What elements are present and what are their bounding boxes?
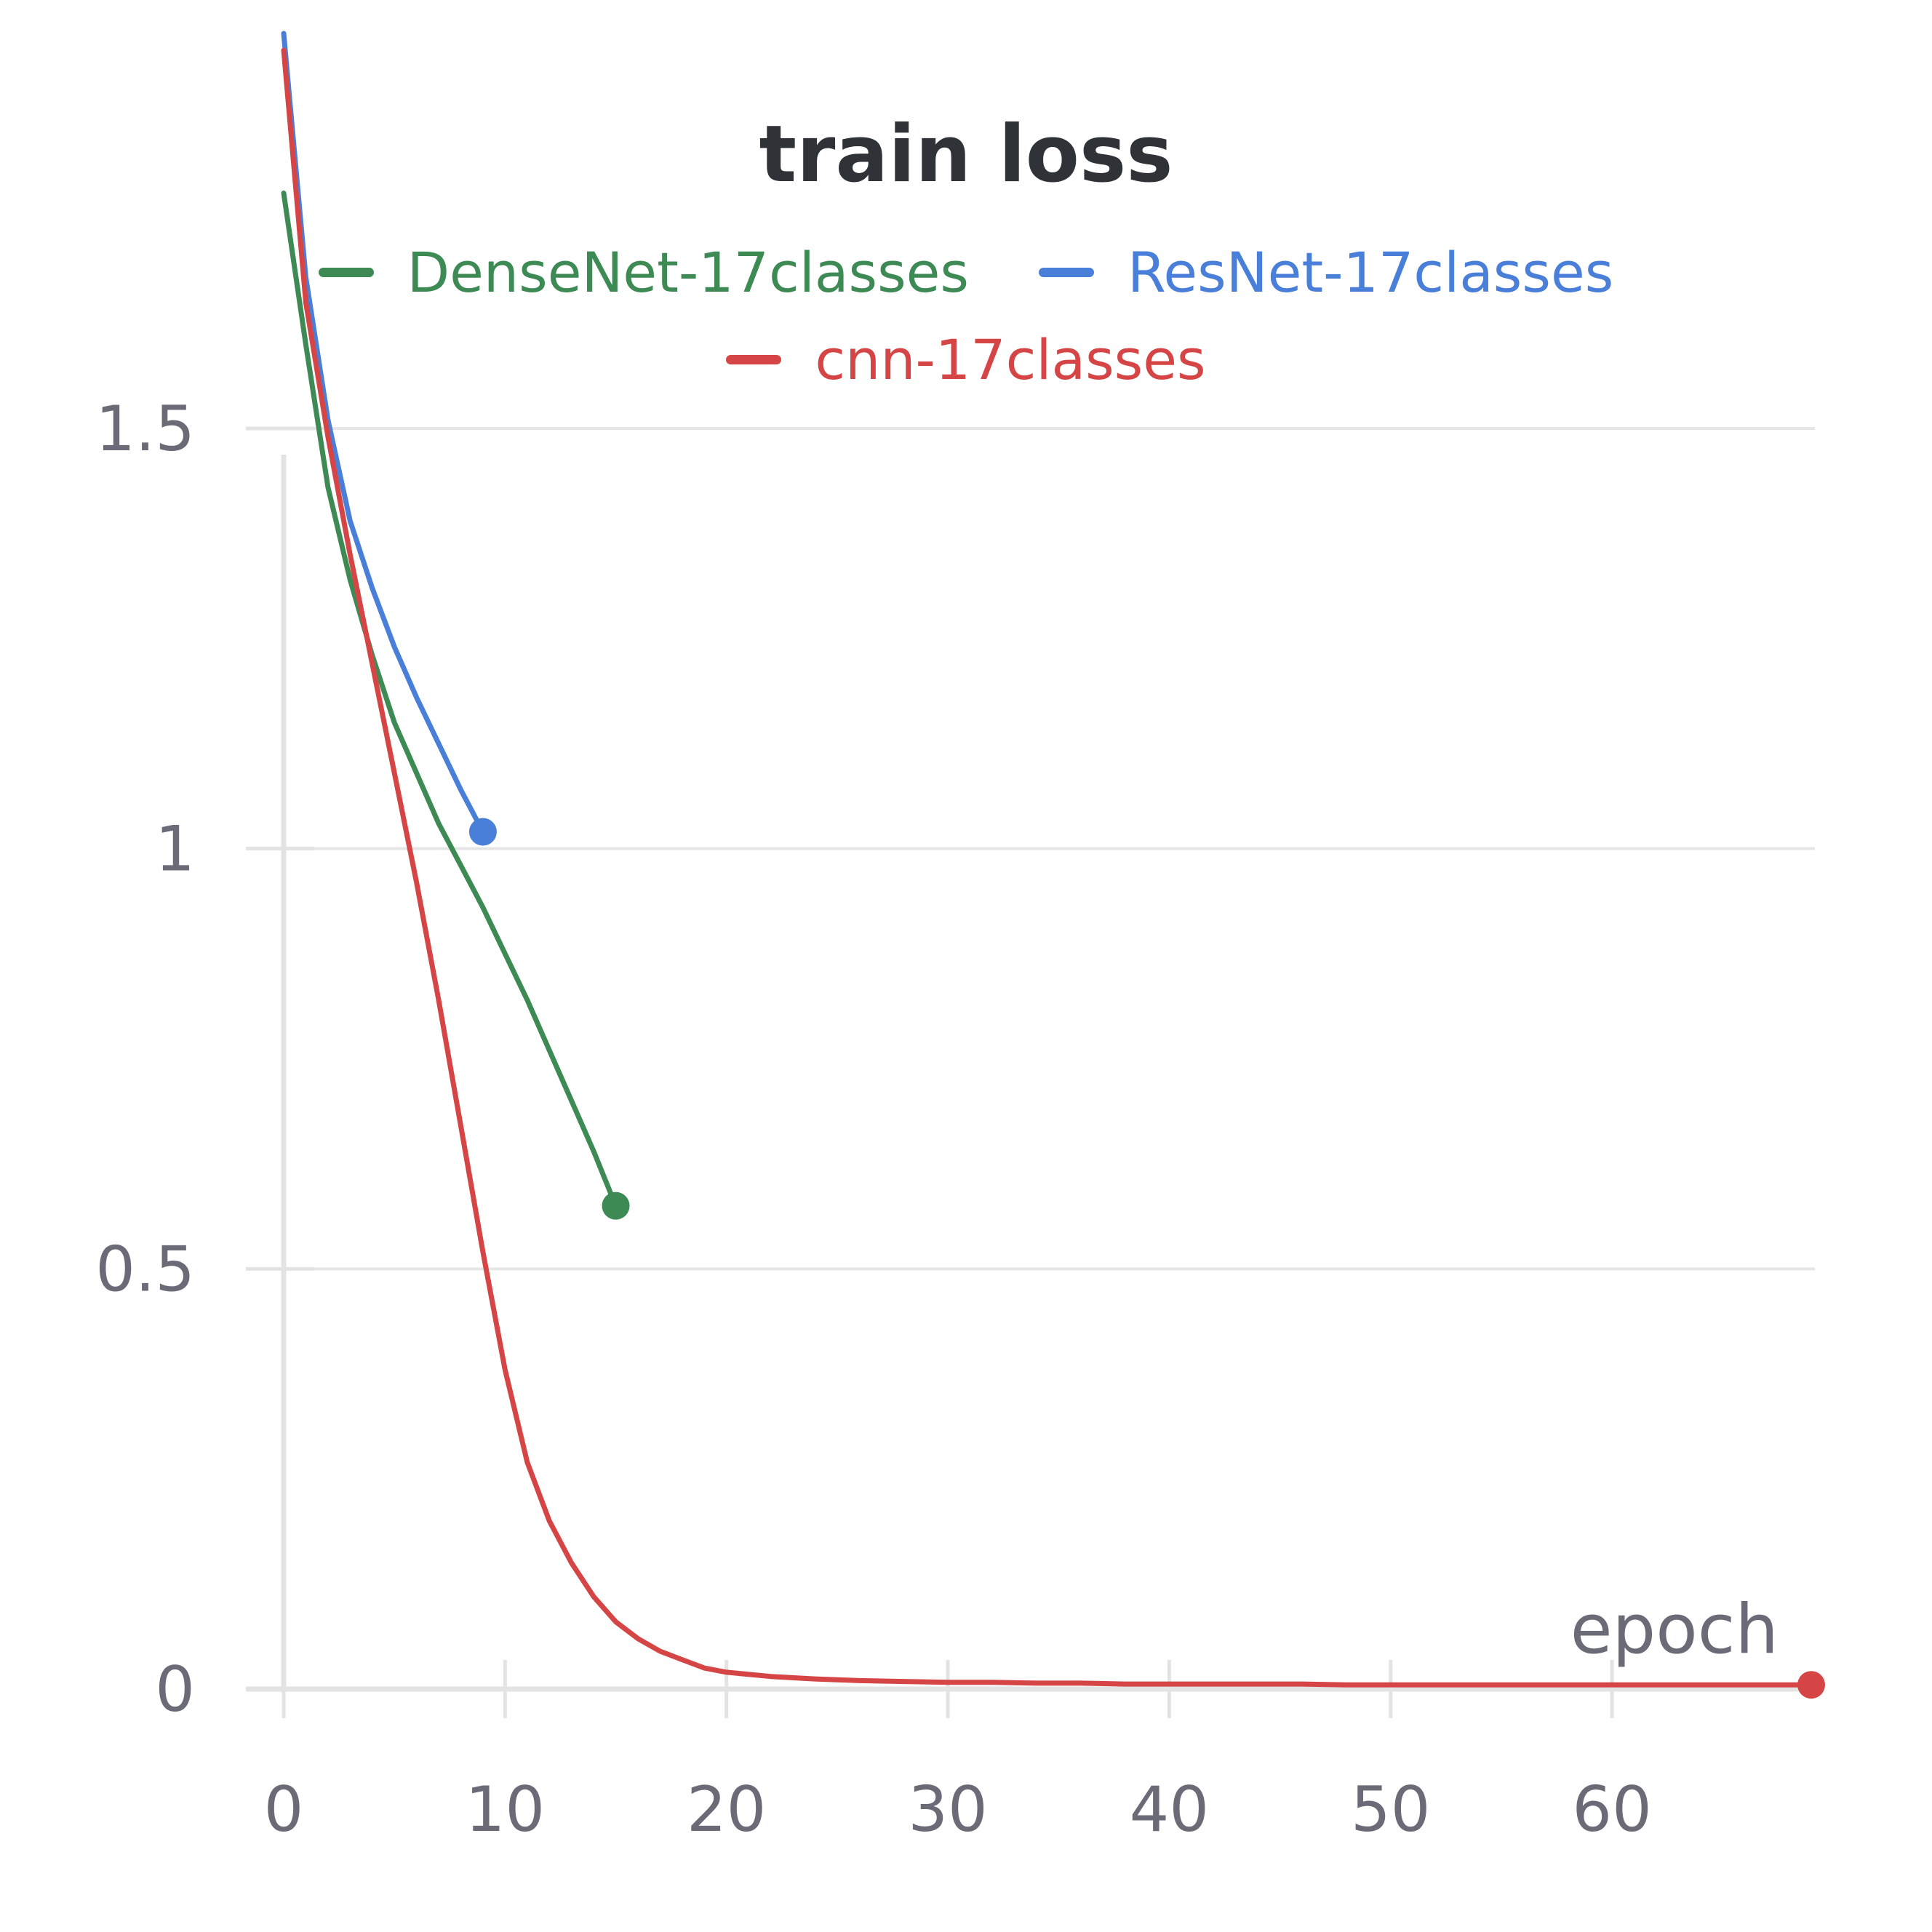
x-tick-label-6: 60 (1572, 1773, 1651, 1846)
x-tick-label-2: 20 (687, 1773, 766, 1846)
x-axis-label: epoch (1570, 1590, 1779, 1669)
series-end-marker-densenet-17classes[interactable] (602, 1191, 630, 1220)
legend-item-cnn[interactable]: cnn-17classes (726, 327, 1206, 392)
y-tick-label-0: 0 (155, 1653, 195, 1726)
legend-item-resnet[interactable]: ResNet-17classes (1039, 240, 1613, 305)
x-tick-label-5: 50 (1351, 1773, 1430, 1846)
x-tick-label-1: 10 (466, 1773, 545, 1846)
chart-title: train loss (759, 109, 1173, 200)
series-line-resnet-17classes (281, 31, 486, 835)
legend-swatch-resnet (1039, 268, 1095, 277)
legend-row-1: DenseNet-17classes ResNet-17classes (0, 240, 1932, 305)
x-tick-label-3: 30 (908, 1773, 987, 1846)
x-tick-label-0: 0 (264, 1773, 304, 1846)
legend-label-cnn: cnn-17classes (815, 327, 1206, 392)
series-line-cnn-17classes (281, 47, 1814, 1688)
legend-swatch-densenet (318, 268, 374, 277)
legend-item-densenet[interactable]: DenseNet-17classes (318, 240, 970, 305)
y-tick-label-1: 0.5 (95, 1233, 195, 1306)
y-tick-label-3: 1.5 (95, 393, 195, 466)
series-end-marker-cnn-17classes[interactable] (1797, 1671, 1825, 1699)
legend-swatch-cnn (726, 355, 782, 364)
legend-row-2: cnn-17classes (0, 327, 1932, 392)
x-tick-label-4: 40 (1130, 1773, 1209, 1846)
legend-label-resnet: ResNet-17classes (1127, 240, 1614, 305)
series-line-densenet-17classes (281, 191, 618, 1209)
legend-label-densenet: DenseNet-17classes (407, 240, 970, 305)
series-end-marker-resnet-17classes[interactable] (468, 818, 497, 846)
y-tick-label-2: 1 (155, 813, 195, 886)
